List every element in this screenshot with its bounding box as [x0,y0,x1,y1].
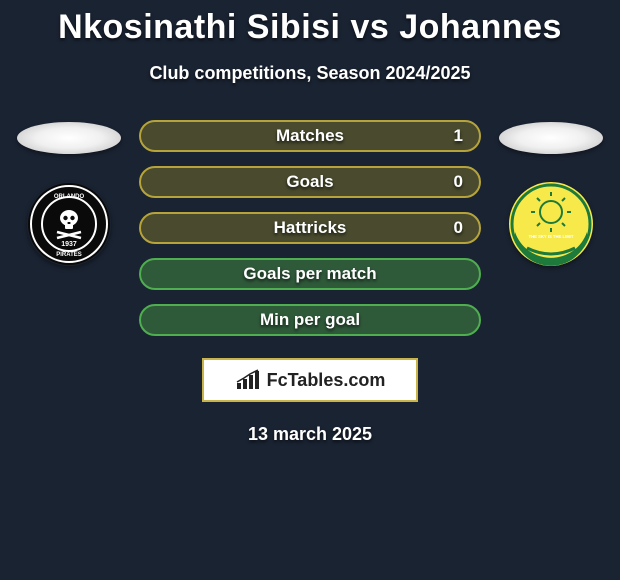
left-player-column: ORLANDO PIRATES 1937 [17,120,121,266]
stat-value-right: 1 [454,126,463,146]
right-player-column: THE SKY IS THE LIMIT [499,120,603,266]
sundowns-badge-icon: THE SKY IS THE LIMIT [509,182,593,266]
page-subtitle: Club competitions, Season 2024/2025 [0,63,620,84]
comparison-row: ORLANDO PIRATES 1937 Matches1Goals0Hattr… [0,120,620,336]
player-silhouette-left [17,122,121,154]
stat-label: Min per goal [260,310,360,330]
stat-label: Goals per match [243,264,376,284]
page-title: Nkosinathi Sibisi vs Johannes [0,8,620,47]
stats-column: Matches 1 Goals 0 Hattricks 0 Goals per match M… [139,120,481,336]
stat-label: Hattricks [274,218,347,238]
stat-value-right: 0 [454,218,463,238]
svg-text:1937: 1937 [61,241,77,248]
pirates-badge-icon: ORLANDO PIRATES 1937 [27,182,111,266]
brand-chart-icon [235,369,261,391]
stat-label: Goals [286,172,333,192]
svg-text:THE SKY IS THE LIMIT: THE SKY IS THE LIMIT [529,234,574,239]
stat-row: Min per goal [139,304,481,336]
stat-row: Goals per match [139,258,481,290]
stat-label: Matches [276,126,344,146]
club-badge-left: ORLANDO PIRATES 1937 [27,182,111,266]
stat-row: Matches 1 [139,120,481,152]
brand-text: FcTables.com [267,370,386,391]
club-badge-right: THE SKY IS THE LIMIT [509,182,593,266]
svg-text:ORLANDO: ORLANDO [54,194,85,200]
brand-watermark: FcTables.com [202,358,418,402]
player-silhouette-right [499,122,603,154]
stat-row: Hattricks 0 [139,212,481,244]
stat-value-right: 0 [454,172,463,192]
svg-text:PIRATES: PIRATES [56,252,82,258]
comparison-card: Nkosinathi Sibisi vs Johannes Club compe… [0,0,620,445]
date-line: 13 march 2025 [0,424,620,445]
stat-row: Goals 0 [139,166,481,198]
